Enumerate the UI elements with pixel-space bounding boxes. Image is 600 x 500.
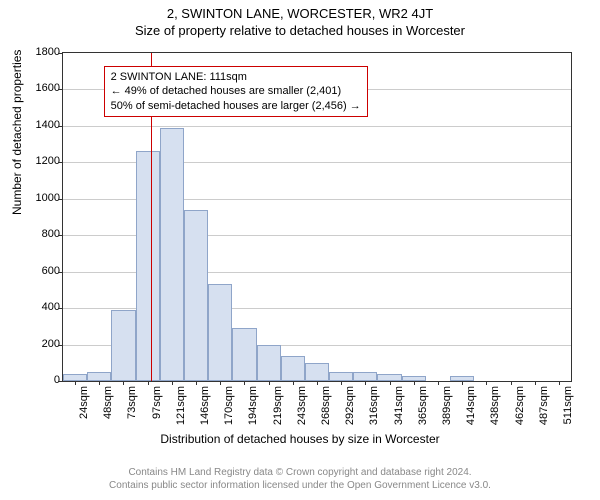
x-tick-mark — [196, 381, 197, 385]
footer-line-2: Contains public sector information licen… — [0, 479, 600, 492]
marker-info-box: 2 SWINTON LANE: 111sqm ← 49% of detached… — [104, 66, 368, 117]
chart-plot-area: 2 SWINTON LANE: 111sqm ← 49% of detached… — [62, 52, 572, 382]
y-tick-label: 1800 — [26, 46, 60, 58]
page-subtitle: Size of property relative to detached ho… — [0, 21, 600, 38]
x-tick-label: 462sqm — [514, 386, 526, 425]
x-tick-mark — [123, 381, 124, 385]
y-tick-label: 800 — [26, 228, 60, 240]
x-tick-label: 170sqm — [223, 386, 235, 425]
y-tick-label: 1200 — [26, 155, 60, 167]
x-tick-label: 194sqm — [247, 386, 259, 425]
x-tick-mark — [390, 381, 391, 385]
x-tick-mark — [341, 381, 342, 385]
histogram-bar — [160, 128, 184, 381]
x-tick-mark — [559, 381, 560, 385]
x-tick-label: 341sqm — [393, 386, 405, 425]
x-tick-mark — [269, 381, 270, 385]
x-tick-label: 316sqm — [368, 386, 380, 425]
x-tick-mark — [293, 381, 294, 385]
histogram-bar — [329, 372, 353, 381]
x-tick-label: 268sqm — [320, 386, 332, 425]
x-tick-label: 292sqm — [344, 386, 356, 425]
x-tick-mark — [511, 381, 512, 385]
histogram-bar — [257, 345, 281, 381]
x-tick-label: 438sqm — [489, 386, 501, 425]
x-tick-label: 121sqm — [175, 386, 187, 425]
x-tick-label: 487sqm — [538, 386, 550, 425]
info-line-1: 2 SWINTON LANE: 111sqm — [111, 70, 361, 84]
x-tick-label: 414sqm — [465, 386, 477, 425]
x-tick-label: 511sqm — [562, 386, 574, 424]
y-tick-label: 200 — [26, 338, 60, 350]
histogram-bar — [232, 328, 256, 381]
x-tick-label: 243sqm — [296, 386, 308, 425]
x-tick-label: 389sqm — [441, 386, 453, 425]
x-tick-mark — [462, 381, 463, 385]
x-tick-label: 73sqm — [126, 386, 138, 419]
x-tick-label: 365sqm — [417, 386, 429, 425]
histogram-bar — [87, 372, 111, 381]
page-title: 2, SWINTON LANE, WORCESTER, WR2 4JT — [0, 0, 600, 21]
histogram-bar — [63, 374, 87, 381]
x-tick-label: 48sqm — [102, 386, 114, 419]
x-tick-mark — [317, 381, 318, 385]
x-tick-mark — [535, 381, 536, 385]
y-tick-label: 1000 — [26, 192, 60, 204]
footer-line-1: Contains HM Land Registry data © Crown c… — [0, 466, 600, 479]
y-tick-label: 0 — [26, 374, 60, 386]
x-tick-label: 219sqm — [272, 386, 284, 425]
histogram-bar — [281, 356, 305, 382]
histogram-bar — [136, 151, 160, 381]
histogram-bar — [353, 372, 377, 381]
x-axis-label: Distribution of detached houses by size … — [0, 432, 600, 446]
x-tick-mark — [244, 381, 245, 385]
y-tick-label: 400 — [26, 301, 60, 313]
x-tick-label: 24sqm — [78, 386, 90, 419]
info-line-2: ← 49% of detached houses are smaller (2,… — [111, 84, 361, 98]
gridline — [63, 126, 571, 127]
x-tick-mark — [148, 381, 149, 385]
x-tick-mark — [438, 381, 439, 385]
chart-container: 2, SWINTON LANE, WORCESTER, WR2 4JT Size… — [0, 0, 600, 500]
histogram-bar — [111, 310, 135, 381]
x-tick-mark — [99, 381, 100, 385]
y-tick-label: 1400 — [26, 119, 60, 131]
x-tick-label: 97sqm — [151, 386, 163, 419]
histogram-bar — [377, 374, 401, 381]
x-tick-label: 146sqm — [199, 386, 211, 425]
y-axis-label: Number of detached properties — [10, 50, 24, 215]
info-line-3: 50% of semi-detached houses are larger (… — [111, 99, 361, 113]
footer-attribution: Contains HM Land Registry data © Crown c… — [0, 466, 600, 492]
x-tick-mark — [220, 381, 221, 385]
y-tick-label: 1600 — [26, 82, 60, 94]
x-tick-mark — [75, 381, 76, 385]
x-tick-mark — [486, 381, 487, 385]
histogram-bar — [184, 210, 208, 381]
x-tick-mark — [414, 381, 415, 385]
y-tick-label: 600 — [26, 265, 60, 277]
histogram-bar — [305, 363, 329, 381]
histogram-bar — [208, 284, 232, 381]
x-tick-mark — [365, 381, 366, 385]
x-tick-mark — [172, 381, 173, 385]
